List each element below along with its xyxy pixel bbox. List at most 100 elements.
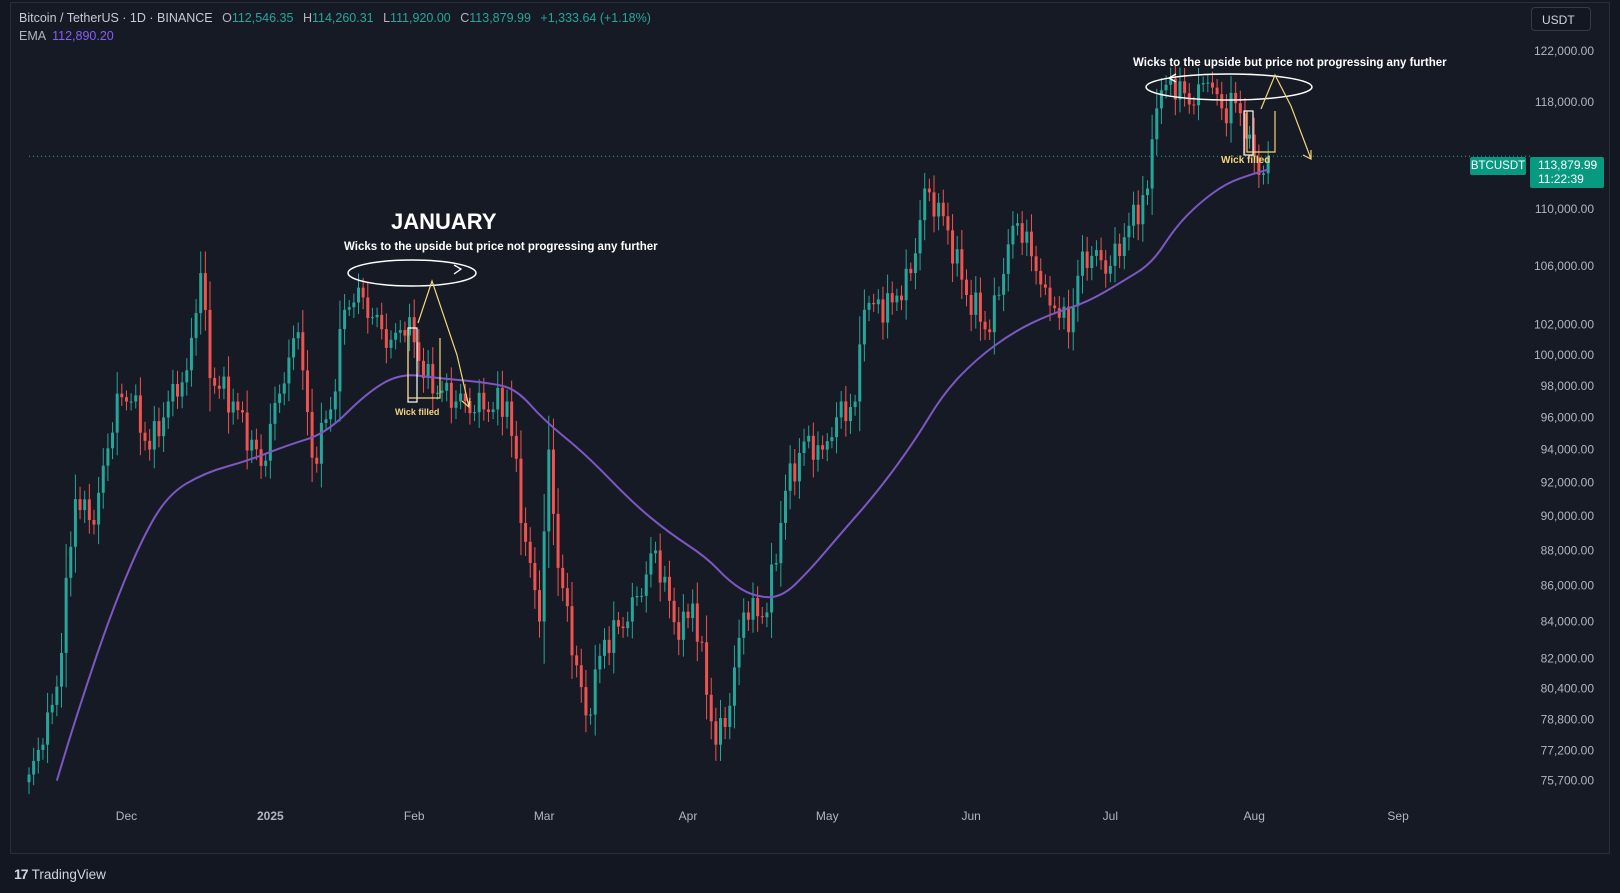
candle-body	[1136, 204, 1140, 225]
candle-body	[398, 330, 402, 333]
candle-body	[946, 216, 950, 231]
candle-body	[445, 382, 449, 391]
candle-body	[1206, 82, 1210, 84]
candle-body	[802, 441, 806, 453]
candle-body	[166, 401, 170, 418]
candle-body	[259, 449, 263, 466]
candle-body	[73, 499, 77, 547]
candle-body	[1076, 275, 1080, 307]
drawings[interactable]	[347, 73, 1313, 409]
candle-body	[811, 435, 815, 460]
candle-body	[482, 392, 486, 410]
ema-line	[55, 168, 1269, 781]
price-axis: 122,000.00 118,000.00 110,000.00 106,000.00…	[1534, 44, 1594, 788]
candle-body	[468, 401, 472, 414]
time-axis: Dec 2025 Feb Mar Apr May Jun Jul Aug Sep	[116, 809, 1409, 823]
candle-body	[788, 463, 792, 491]
candle-body	[101, 465, 105, 493]
candle-body	[779, 522, 783, 564]
candle-body	[691, 603, 695, 619]
jul-wick-box[interactable]	[1243, 110, 1254, 156]
x-tick-label: Feb	[404, 809, 425, 823]
candle-body	[352, 302, 356, 308]
candle-body	[343, 309, 347, 330]
low-label: L	[383, 11, 391, 25]
candle-body	[621, 626, 625, 629]
candle-body	[900, 295, 904, 301]
candle-body	[774, 563, 778, 565]
chart-pane[interactable]: 122,000.00 118,000.00 110,000.00 106,000.00…	[10, 2, 1610, 854]
x-tick-label: Sep	[1387, 809, 1409, 823]
high-label: H	[302, 11, 312, 25]
candle-body	[287, 357, 291, 384]
candle-body	[236, 401, 240, 411]
candle-body	[426, 364, 430, 379]
candle-body	[36, 749, 40, 762]
candle-body	[408, 317, 412, 336]
y-tick-label: 88,000.00	[1541, 543, 1595, 557]
candle-body	[1238, 103, 1242, 114]
candle-body	[148, 440, 152, 450]
currency-button[interactable]: USDT	[1531, 7, 1591, 31]
candle-body	[361, 287, 365, 298]
tradingview-branding[interactable]: 17 TradingView	[14, 866, 106, 882]
candle-body	[528, 541, 532, 563]
candle-body	[171, 383, 175, 402]
candle-body	[324, 419, 328, 423]
candle-body	[626, 621, 630, 629]
candle-body	[282, 383, 286, 394]
candle-body	[714, 721, 718, 745]
candle-body	[1122, 237, 1126, 256]
candle-body	[839, 401, 843, 418]
candle-body	[213, 378, 217, 386]
candle-body	[50, 704, 54, 713]
x-tick-label: Apr	[679, 809, 698, 823]
candle-body	[384, 329, 388, 348]
jan-note: Wicks to the upside but price not progre…	[344, 241, 658, 253]
jan-ellipse[interactable]	[347, 259, 477, 287]
candle-body	[412, 317, 416, 343]
candle-body	[92, 520, 96, 525]
candle-body	[709, 694, 713, 722]
candle-body	[700, 641, 704, 643]
last-price-tag: 113,879.99 11:22:39	[1530, 157, 1604, 188]
candle-body	[886, 293, 890, 323]
candle-body	[477, 392, 481, 413]
x-tick-label: Jul	[1103, 809, 1118, 823]
candle-body	[366, 297, 370, 319]
jul-arrowhead	[1302, 150, 1312, 160]
candle-body	[589, 714, 593, 716]
x-tick-label: Aug	[1244, 809, 1265, 823]
candle-body	[333, 391, 337, 410]
candle-body	[1085, 251, 1089, 269]
price-chart[interactable]: 122,000.00 118,000.00 110,000.00 106,000.00…	[11, 3, 1611, 855]
candle-body	[607, 639, 611, 653]
ema-legend[interactable]: EMA 112,890.20	[19, 29, 114, 43]
candle-body	[1090, 255, 1094, 269]
open-label: O	[222, 11, 232, 25]
candle-body	[194, 313, 198, 338]
jul-ellipse[interactable]	[1145, 73, 1313, 101]
candle-body	[1192, 104, 1196, 106]
symbol-legend[interactable]: Bitcoin / TetherUS · 1D · BINANCE O112,5…	[19, 11, 651, 25]
candle-body	[157, 421, 161, 437]
candle-body	[505, 401, 509, 417]
candle-body	[1220, 94, 1224, 109]
candle-body	[1141, 195, 1145, 225]
candle-body	[124, 397, 128, 402]
candle-body	[746, 612, 750, 620]
candle-body	[357, 287, 361, 303]
january-title: JANUARY	[391, 209, 497, 234]
candle-body	[1169, 78, 1173, 85]
y-tick-label: 86,000.00	[1541, 579, 1595, 593]
candle-body	[459, 393, 463, 402]
close-value: 113,879.99	[469, 11, 531, 25]
x-tick-label: Dec	[116, 809, 137, 823]
candle-body	[705, 642, 709, 695]
y-tick-label: 92,000.00	[1541, 475, 1595, 489]
candle-body	[500, 387, 504, 417]
symbol-title[interactable]: Bitcoin / TetherUS · 1D · BINANCE	[19, 11, 213, 25]
candle-body	[793, 463, 797, 482]
candle-body	[301, 332, 305, 371]
ema-label[interactable]: EMA	[19, 29, 47, 43]
